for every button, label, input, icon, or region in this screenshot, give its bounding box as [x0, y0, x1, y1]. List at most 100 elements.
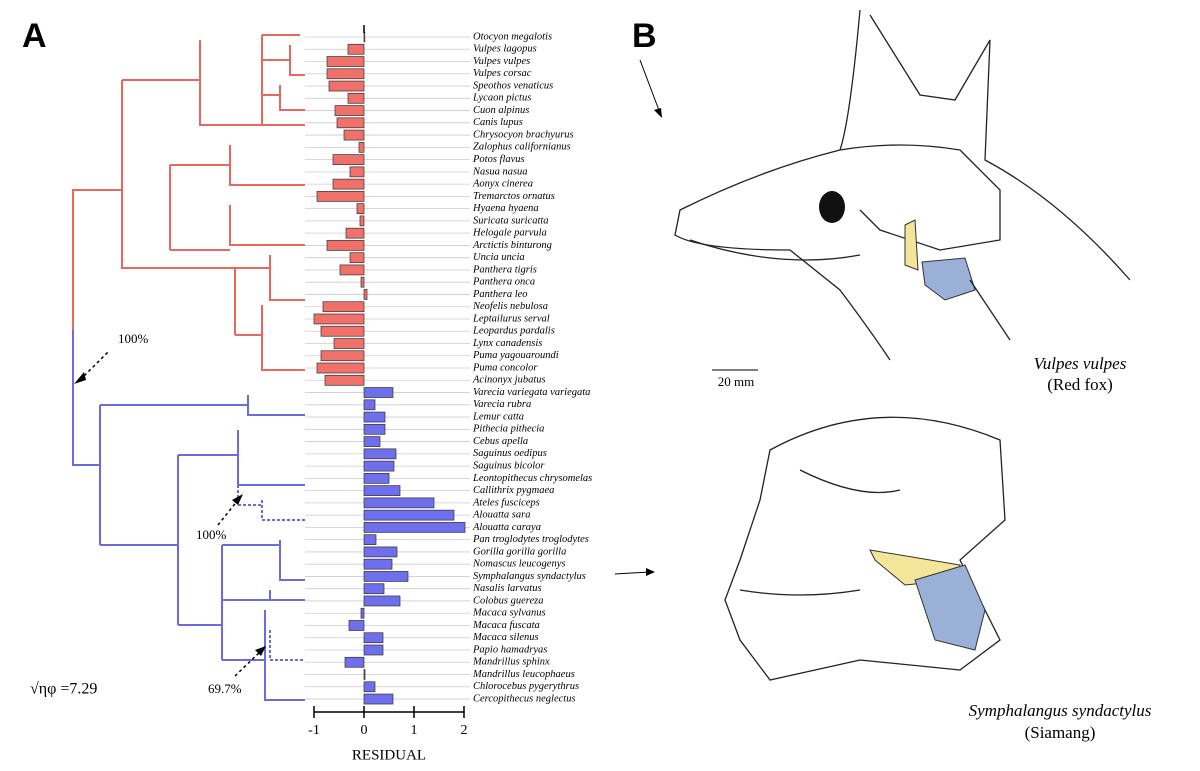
species-name: Nomascus leucogenys: [472, 559, 565, 570]
species-name: Varecia rubra: [473, 399, 531, 410]
bar: [326, 68, 365, 80]
species-name: Macaca silenus: [472, 632, 539, 643]
bar: [347, 92, 365, 104]
bar: [320, 350, 365, 362]
species-name: Leptailurus serval: [472, 313, 550, 324]
species-name: Lynx canadensis: [472, 338, 542, 349]
x-axis-label: RESIDUAL: [352, 747, 426, 763]
species-name: Panthera leo: [472, 289, 528, 300]
bar: [363, 473, 390, 484]
bar: [363, 497, 435, 509]
tree: [72, 34, 305, 701]
species-name: Lemur catta: [472, 411, 524, 422]
species-name: Potos flavus: [472, 154, 525, 165]
bar: [316, 362, 365, 374]
fox-skull: [639, 9, 1131, 371]
species-name: Chlorocebus pygerythrus: [473, 681, 579, 692]
species-name: Aonyx cinerea: [472, 179, 533, 190]
x-tick-label: 1: [411, 723, 418, 738]
species-name: Pithecia pithecia: [472, 424, 544, 435]
species-name: Leontopithecus chrysomelas: [472, 473, 592, 484]
bar: [349, 166, 365, 178]
common-name: (Red fox): [1047, 375, 1113, 394]
bar: [363, 595, 401, 607]
species-name: Puma concolor: [472, 362, 538, 373]
bar: [326, 56, 365, 67]
species-name: Saguinus bicolor: [473, 461, 545, 472]
bar: [324, 374, 365, 386]
bar: [363, 448, 397, 460]
species-name: Speothos venaticus: [473, 80, 553, 91]
species-name: Panthera onca: [472, 277, 535, 288]
species-name: Mandrillus sphinx: [472, 657, 550, 668]
species-name: Arctictis binturong: [472, 240, 552, 251]
bar: [363, 644, 384, 656]
panel-label: B: [632, 17, 657, 55]
species-name: Hyaena hyaena: [472, 203, 539, 214]
species-name: Gorilla gorilla gorilla: [473, 546, 566, 557]
siamang-skull: [614, 416, 1006, 681]
bar: [363, 399, 376, 411]
x-tick-label: 0: [361, 723, 368, 738]
scale-label: 20 mm: [718, 374, 754, 389]
bar: [363, 693, 394, 705]
species-name: Nasua nasua: [472, 166, 528, 177]
species-name: Pan troglodytes troglodytes: [472, 534, 589, 545]
x-tick-label: -1: [308, 723, 320, 738]
bar: [343, 129, 365, 141]
bar: [356, 203, 365, 214]
common-name: (Siamang): [1025, 723, 1096, 742]
species-name: Helogale parvula: [472, 228, 547, 239]
bar: [332, 178, 365, 190]
bar: [363, 546, 398, 558]
species-name: Alouatta caraya: [472, 522, 541, 533]
annotation: 69.7%: [208, 681, 242, 696]
species-name: Puma yagouaroundi: [472, 350, 559, 361]
bar: [316, 191, 365, 202]
species-name: Macaca sylvanus: [472, 608, 546, 619]
species-name: Chrysocyon brachyurus: [473, 129, 574, 140]
species-name: Canis lupus: [473, 117, 523, 128]
panel-label: A: [22, 17, 47, 55]
bar: [339, 264, 365, 276]
species-name: Vulpes vulpes: [473, 56, 530, 67]
bar: [326, 240, 365, 251]
species-name: Zalophus californianus: [473, 142, 571, 153]
bar: [349, 252, 365, 264]
species-name: Suricata suricatta: [473, 215, 549, 226]
species-name: Nasalis larvatus: [472, 583, 542, 594]
species-name: Vulpes lagopus: [473, 44, 537, 55]
bar: [363, 534, 377, 546]
bar: [320, 325, 365, 337]
bar: [363, 411, 386, 423]
species-name: Cebus apella: [473, 436, 528, 447]
bar: [363, 558, 393, 570]
species-name: Macaca fuscata: [472, 620, 540, 631]
bar: [345, 227, 365, 239]
annotation: √ηφ =7.29: [30, 681, 97, 698]
species-name: Lycaon pictus: [472, 93, 531, 104]
bar: [363, 509, 455, 521]
species-name: Panthera tigris: [472, 264, 537, 275]
bar: [363, 485, 401, 496]
species-name: Cuon alpinus: [473, 105, 529, 116]
x-tick-label: 2: [461, 723, 468, 738]
bar: [333, 338, 365, 349]
species-name: Symphalangus syndactylus: [473, 571, 586, 582]
species-name: Ateles fusciceps: [472, 497, 540, 508]
species-label: Symphalangus syndactylus: [969, 701, 1152, 720]
bar: [363, 669, 366, 680]
bar: [363, 460, 395, 472]
species-name: Acinonyx jubatus: [472, 375, 546, 386]
species-name: Uncia uncia: [473, 252, 525, 263]
species-name: Saguinus oedipus: [473, 448, 547, 459]
species-name: Tremarctos ornatus: [473, 191, 555, 202]
species-name: Colobus guereza: [473, 595, 544, 606]
bar: [363, 583, 385, 595]
species-name: Alouatta sara: [472, 510, 530, 521]
bar: [363, 681, 376, 693]
bar: [363, 632, 384, 644]
bar: [363, 436, 381, 447]
bar: [334, 105, 365, 116]
